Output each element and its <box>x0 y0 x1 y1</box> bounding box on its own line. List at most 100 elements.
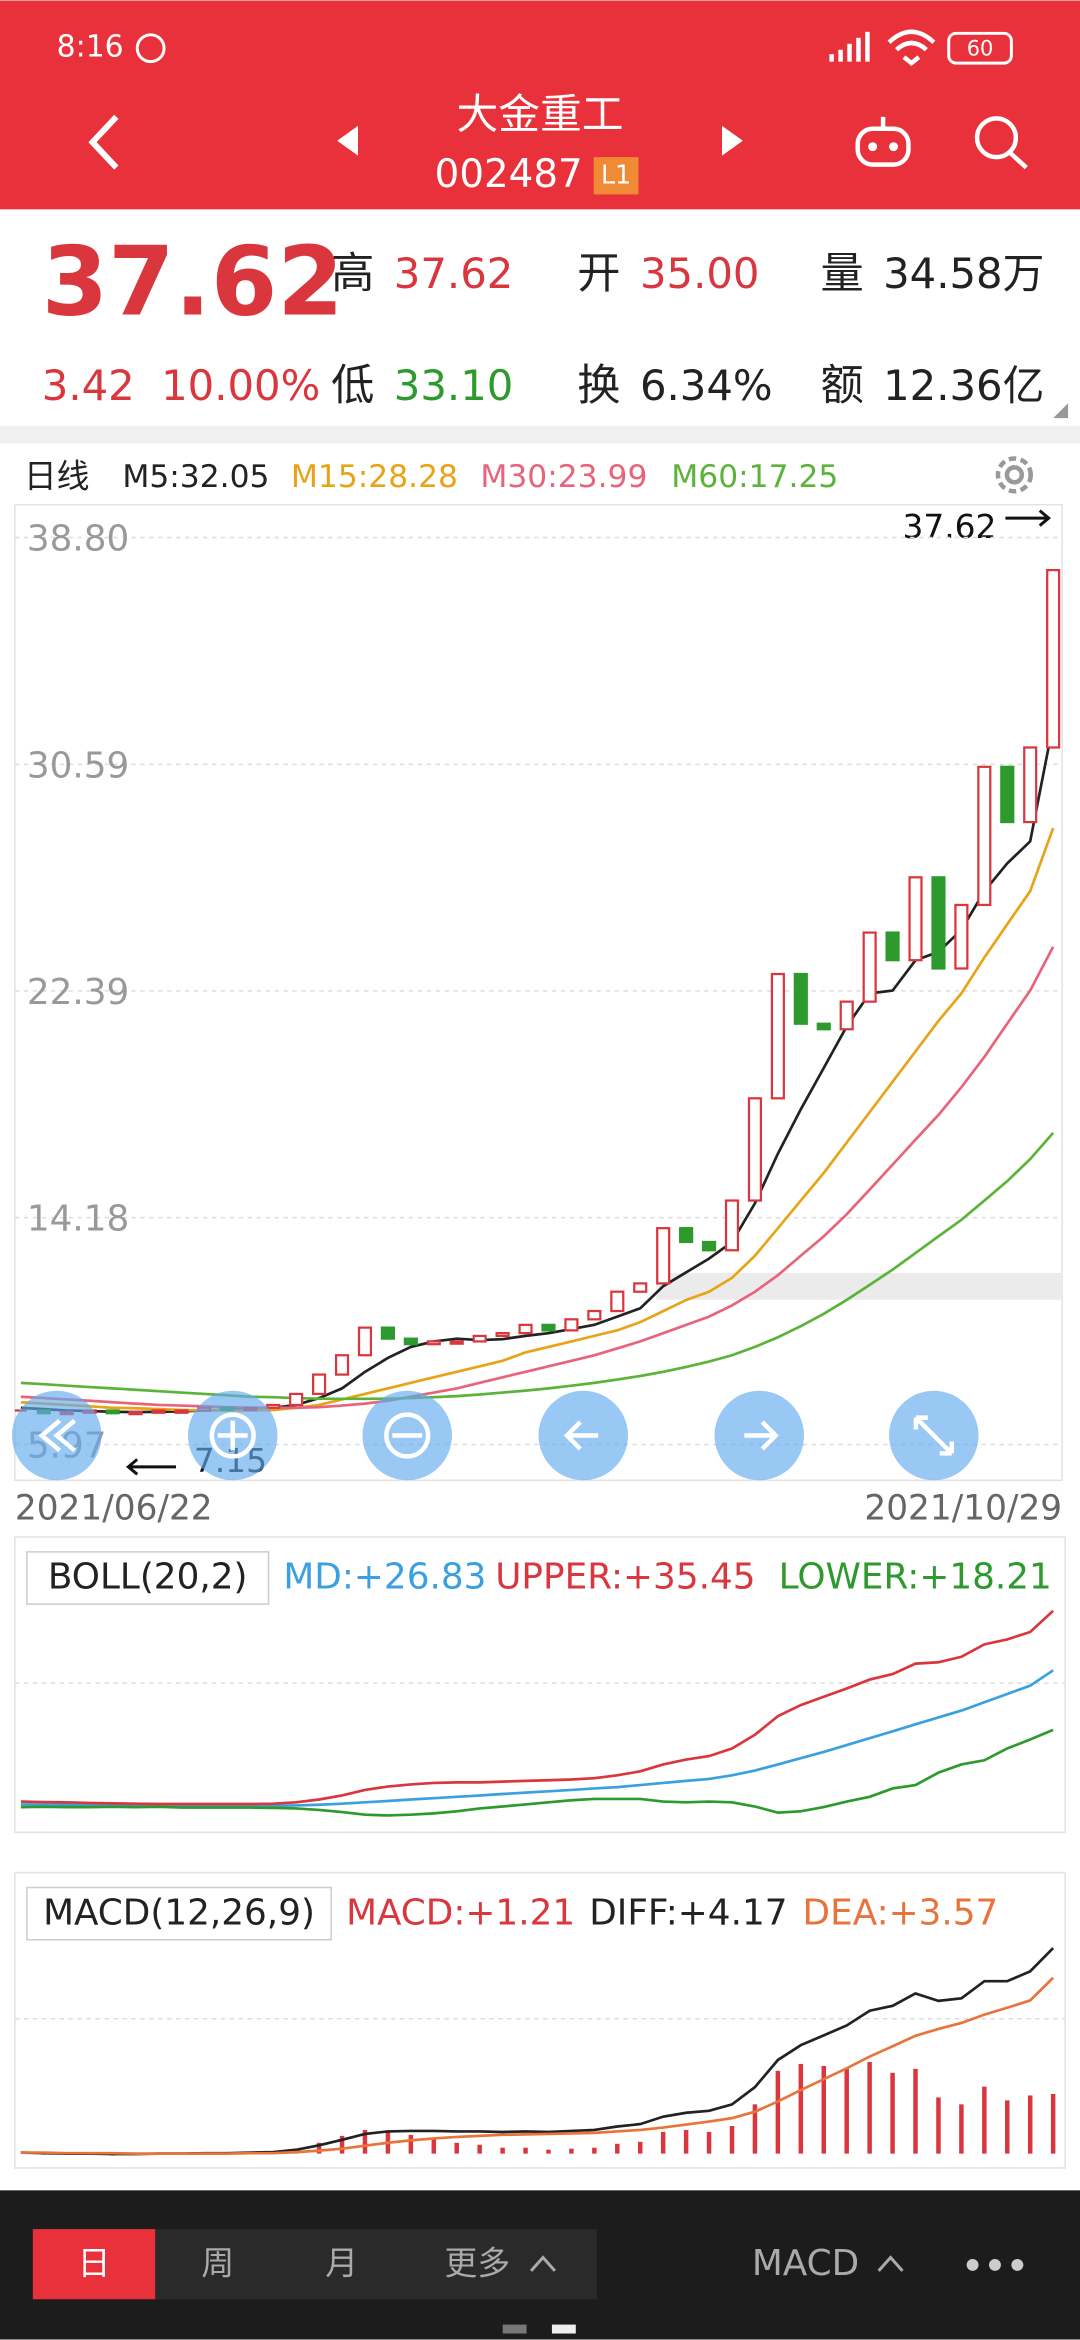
candle <box>701 1240 717 1252</box>
high-arrow <box>1005 509 1052 527</box>
indicator-line <box>20 1947 1055 2156</box>
macd-label-box[interactable] <box>26 1886 332 1941</box>
panel-title: 日线 <box>24 457 90 495</box>
macd-bar <box>1005 2100 1010 2154</box>
nav-back[interactable] <box>502 2324 527 2334</box>
indicator-line <box>20 723 1055 1414</box>
legend-entry: M15:28.28 <box>291 459 458 495</box>
candle <box>1046 568 1061 749</box>
macd-bar <box>408 2134 414 2154</box>
stock-code: 002487 <box>435 152 583 197</box>
candle <box>747 1097 763 1202</box>
price-change: 3.42 <box>42 361 135 410</box>
prev-stock[interactable] <box>337 125 359 156</box>
macd-bar <box>913 2068 918 2154</box>
indicator-line <box>20 1728 1054 1817</box>
indicator-select[interactable]: MACD <box>752 2243 859 2284</box>
indicator-line <box>20 946 1055 1410</box>
more-menu[interactable] <box>966 2258 1024 2271</box>
indicator-line <box>20 1131 1055 1401</box>
macd-bar <box>959 2104 964 2154</box>
candle <box>954 903 969 970</box>
macd-bar <box>821 2065 826 2154</box>
macd-bar <box>523 2147 528 2154</box>
panel-title: BOLL(20,2) <box>48 1557 248 1598</box>
candle <box>472 1334 487 1343</box>
macd-bar <box>683 2129 689 2154</box>
tab-day[interactable]: 日 <box>78 2244 111 2282</box>
back-button[interactable] <box>88 114 119 170</box>
settings-button[interactable] <box>995 456 1034 494</box>
legend-entry: M30:23.99 <box>480 459 647 495</box>
candle <box>679 1227 694 1244</box>
candle <box>1000 765 1015 824</box>
signal-icon <box>829 31 870 62</box>
nav-lens <box>384 1412 431 1459</box>
boll-frame <box>14 1536 1066 1834</box>
next-stock[interactable] <box>721 125 743 156</box>
indicator-line <box>20 827 1055 1412</box>
tab-month[interactable]: 月 <box>325 2244 358 2282</box>
boll-label-box[interactable] <box>26 1551 270 1605</box>
candle <box>449 1340 464 1345</box>
macd-frame <box>14 1871 1066 2169</box>
candle <box>105 1409 120 1415</box>
nav-fullscreen <box>913 1415 954 1456</box>
macd-bar <box>477 2144 482 2154</box>
macd-bar <box>660 2131 666 2154</box>
field-value: 6.34% <box>640 361 773 410</box>
nav-fast-back <box>38 1418 77 1453</box>
legend-entry: MD:+26.83 <box>283 1557 486 1598</box>
candle <box>564 1318 579 1332</box>
tab-week[interactable]: 周 <box>201 2244 234 2282</box>
nav-lens <box>209 1412 256 1459</box>
macd-bar <box>500 2147 505 2154</box>
candle <box>151 1409 166 1414</box>
battery-level: 60 <box>967 37 994 61</box>
tab-more[interactable]: 更多 <box>445 2244 511 2282</box>
candle <box>403 1337 418 1346</box>
volume-band <box>656 1272 1063 1300</box>
nav-left <box>563 1420 599 1451</box>
indicator-line <box>20 1609 1055 1806</box>
macd-bar <box>569 2148 574 2154</box>
candle <box>633 1282 648 1293</box>
macd-bar <box>890 2072 895 2154</box>
candle <box>541 1323 556 1332</box>
macd-bar <box>982 2086 987 2154</box>
field-value: 33.10 <box>394 361 514 410</box>
search-button[interactable] <box>974 116 1028 170</box>
y-tick-label: 22.39 <box>27 972 129 1013</box>
robot-button[interactable] <box>855 116 911 167</box>
field-value: 37.62 <box>394 249 514 298</box>
stock-name: 大金重工 <box>457 89 624 138</box>
nav-home[interactable] <box>551 2324 576 2334</box>
wifi-icon <box>887 29 936 67</box>
expand-corner[interactable] <box>1053 403 1069 419</box>
macd-bar <box>316 2142 322 2154</box>
macd-bar <box>867 2061 872 2154</box>
candle <box>793 972 808 1025</box>
macd-bar <box>844 2067 849 2154</box>
level-badge-bg <box>593 157 639 195</box>
candle <box>518 1323 533 1335</box>
candle <box>816 1022 831 1031</box>
last-price: 37.62 <box>42 226 344 338</box>
legend-entry: LOWER:+18.21 <box>779 1557 1052 1598</box>
y-tick-label: 14.18 <box>27 1199 129 1240</box>
macd-bar <box>546 2149 551 2154</box>
candle <box>312 1373 327 1396</box>
battery-icon <box>947 31 1013 65</box>
candle <box>380 1326 395 1340</box>
field-value: 35.00 <box>640 249 760 298</box>
macd-bar <box>798 2063 804 2154</box>
field-label: 量 <box>820 249 863 299</box>
legend-entry: M5:32.05 <box>122 459 269 495</box>
more-caret <box>529 2255 557 2272</box>
candle <box>977 765 992 907</box>
y-tick-label: 38.80 <box>27 518 129 559</box>
level-badge: L1 <box>601 160 631 190</box>
legend-entry: DIFF:+4.17 <box>589 1892 787 1933</box>
